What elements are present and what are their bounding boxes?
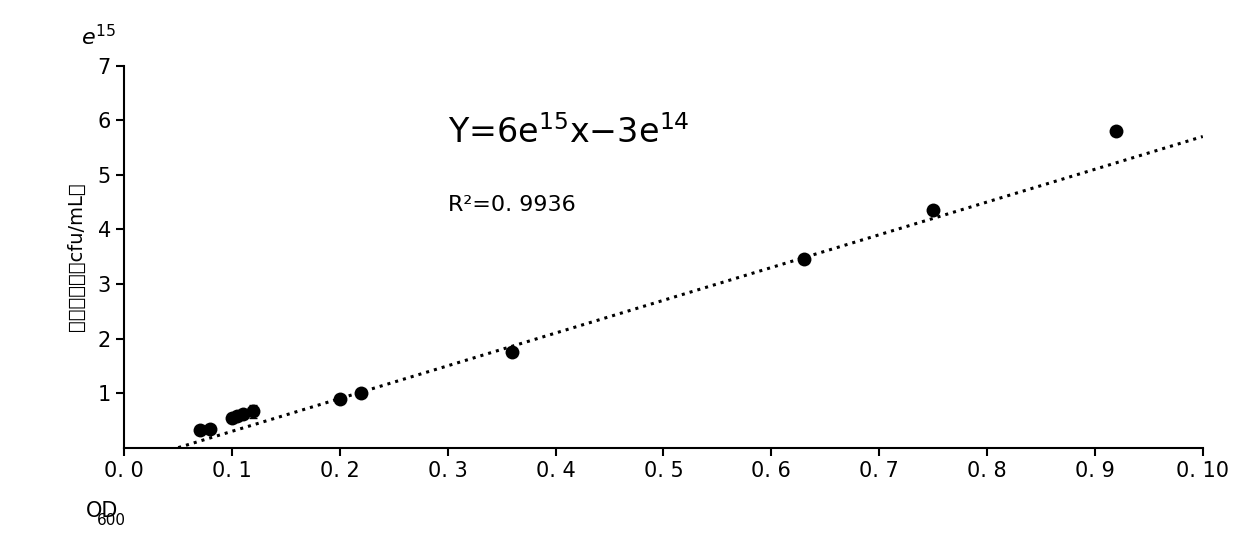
Point bbox=[233, 410, 253, 418]
Text: $e^{15}$: $e^{15}$ bbox=[81, 24, 115, 49]
Text: R²=0. 9936: R²=0. 9936 bbox=[448, 195, 575, 216]
Point bbox=[201, 424, 221, 433]
Point bbox=[222, 413, 242, 422]
Point bbox=[351, 389, 371, 397]
Point bbox=[227, 412, 247, 420]
Point bbox=[794, 255, 813, 264]
Point bbox=[330, 394, 350, 403]
Point bbox=[923, 206, 942, 215]
Point bbox=[190, 426, 210, 435]
Point bbox=[502, 348, 522, 357]
Text: Y=6e$^{15}$x$-$3e$^{14}$: Y=6e$^{15}$x$-$3e$^{14}$ bbox=[448, 115, 689, 150]
Point bbox=[1106, 127, 1126, 135]
Text: 600: 600 bbox=[97, 513, 126, 527]
Y-axis label: 菌体生物量（cfu/mL）: 菌体生物量（cfu/mL） bbox=[67, 182, 87, 331]
Point bbox=[243, 407, 263, 416]
Text: OD: OD bbox=[87, 501, 119, 521]
